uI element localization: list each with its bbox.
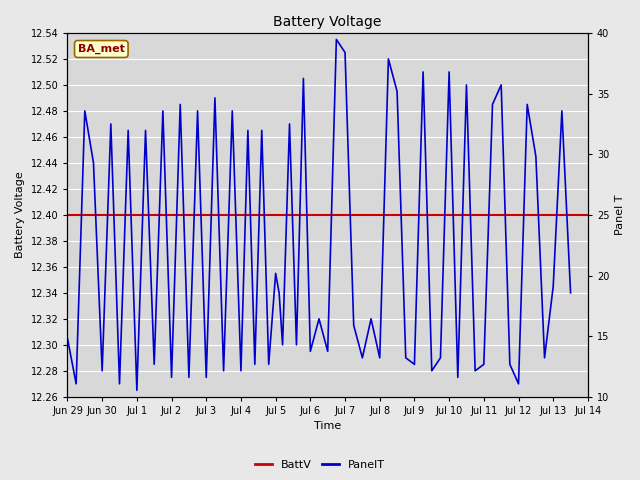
Legend: BattV, PanelT: BattV, PanelT	[250, 456, 390, 474]
Y-axis label: Battery Voltage: Battery Voltage	[15, 171, 25, 258]
X-axis label: Time: Time	[314, 421, 341, 432]
Y-axis label: Panel T: Panel T	[615, 194, 625, 235]
Text: BA_met: BA_met	[78, 44, 125, 54]
Title: Battery Voltage: Battery Voltage	[273, 15, 382, 29]
